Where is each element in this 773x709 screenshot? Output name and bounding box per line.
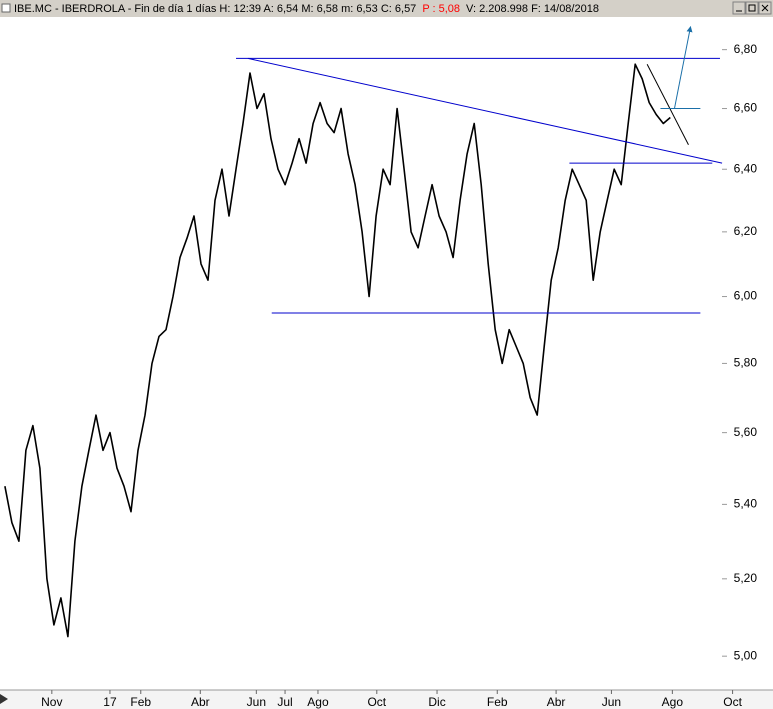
x-tick-label: Nov — [41, 695, 62, 709]
title-highlight: P : 5,08 — [422, 3, 460, 15]
y-tick-label: 5,00 — [734, 648, 758, 662]
y-tick-label: 6,40 — [734, 161, 758, 175]
scroll-marker — [0, 694, 8, 704]
y-tick-label: 6,60 — [734, 101, 758, 115]
maximize-button[interactable] — [745, 1, 759, 15]
trend-arrow — [673, 25, 693, 109]
header-icon — [1, 3, 11, 13]
title-rest: V: 2.208.998 F: 14/08/2018 — [466, 3, 599, 15]
x-tick-label: Oct — [723, 695, 742, 709]
trend-line — [247, 57, 723, 164]
x-tick-label: Jun — [602, 695, 621, 709]
y-tick-label: 6,20 — [734, 224, 758, 238]
x-tick-label: Jul — [277, 695, 292, 709]
maximize-icon — [748, 4, 756, 12]
x-tick-label: Abr — [547, 695, 566, 709]
y-tick-label: 6,00 — [734, 289, 758, 303]
x-tick-label: Feb — [487, 695, 508, 709]
trend-line — [646, 63, 689, 145]
x-tick-label: Oct — [367, 695, 386, 709]
x-axis-strip — [0, 690, 773, 709]
x-tick-label: Abr — [191, 695, 210, 709]
x-tick-label: Feb — [130, 695, 151, 709]
header-bar — [0, 0, 773, 17]
x-tick-label: Dic — [428, 695, 445, 709]
x-tick-label: Ago — [662, 695, 684, 709]
x-tick-label: 17 — [103, 695, 117, 709]
y-tick-label: 5,20 — [734, 571, 758, 585]
y-tick-label: 6,80 — [734, 42, 758, 56]
x-tick-label: Ago — [307, 695, 329, 709]
y-tick-label: 5,60 — [734, 425, 758, 439]
window-controls — [732, 1, 772, 15]
x-tick-label: Jun — [247, 695, 266, 709]
minimize-button[interactable] — [732, 1, 746, 15]
y-tick-label: 5,80 — [734, 356, 758, 370]
price-line — [4, 63, 671, 638]
chart-title: IBE.MC - IBERDROLA - Fin de día 1 días H… — [14, 3, 416, 15]
close-icon — [761, 4, 769, 12]
y-tick-label: 5,40 — [734, 497, 758, 511]
